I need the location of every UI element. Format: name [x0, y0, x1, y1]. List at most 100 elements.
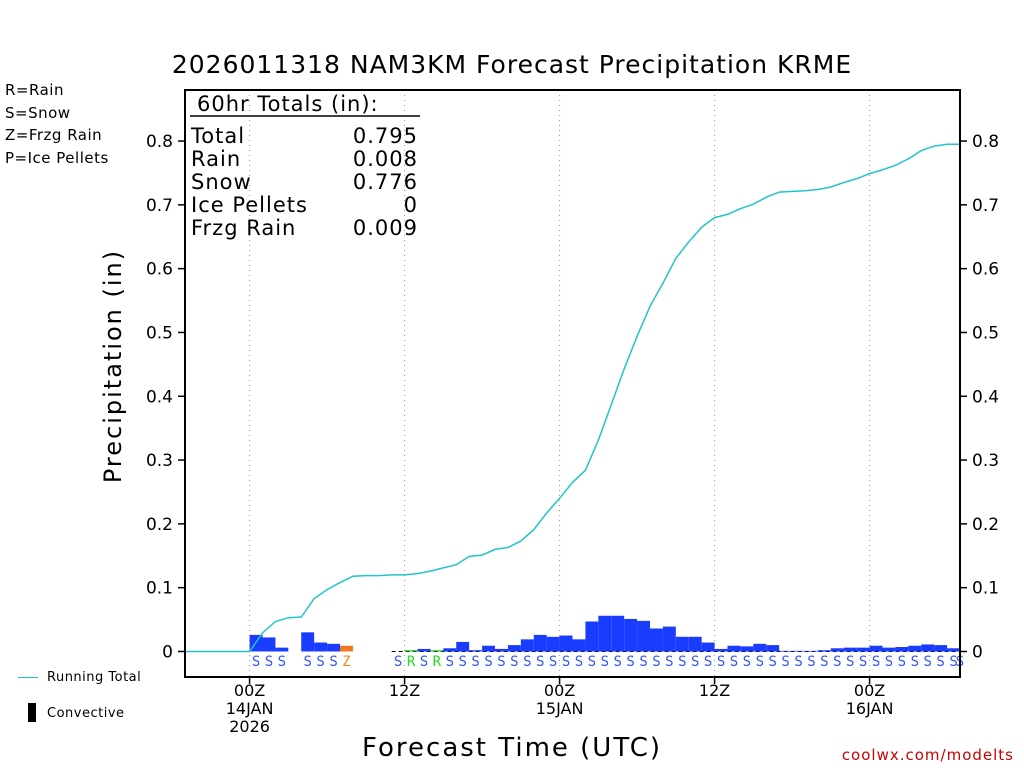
x-tick-label: 00Z 15JAN [536, 681, 584, 718]
totals-row-value: 0.009 [353, 216, 418, 240]
ptype-label: S [691, 654, 699, 670]
ptype-label: S [458, 654, 466, 670]
precip-bar [275, 647, 289, 652]
y-tick-label-left: 0.4 [146, 387, 173, 407]
ptype-label: S [588, 654, 596, 670]
x-axis-label: Forecast Time (UTC) [361, 733, 662, 763]
totals-row-value: 0 [404, 193, 418, 217]
y-tick-label-left: 0.1 [146, 579, 173, 599]
ptype-label: S [575, 654, 583, 670]
precip-bar [520, 639, 534, 652]
precip-bar [301, 632, 315, 652]
legend-freezing-rain: Z=Frzg Rain [5, 126, 103, 144]
ptype-label: R [433, 654, 442, 670]
y-tick-label-right: 0.3 [972, 451, 999, 471]
y-tick-label-right: 0 [972, 642, 983, 662]
totals-row-label: Total [190, 124, 245, 148]
precip-bar [546, 636, 560, 652]
precip-bar [740, 646, 754, 652]
x-tick-label: 12Z [389, 681, 420, 700]
ptype-label: S [601, 654, 609, 670]
precip-bar [843, 647, 857, 652]
totals-row-label: Frzg Rain [191, 216, 296, 240]
ptype-label: S [807, 654, 815, 670]
legend-snow: S=Snow [5, 104, 71, 122]
ptype-label: S [949, 654, 957, 670]
precip-bar [417, 648, 431, 652]
y-tick-label-left: 0.7 [146, 196, 173, 216]
ptype-label: S [471, 654, 479, 670]
legend-running-total-swatch [18, 677, 38, 678]
ptype-label: S [562, 654, 570, 670]
ptype-label: S [536, 654, 544, 670]
legend-ice-pellets: P=Ice Pellets [5, 149, 109, 167]
y-tick-label-left: 0 [162, 642, 173, 662]
precip-bar [637, 620, 650, 652]
y-tick-label-right: 0.7 [972, 196, 999, 216]
ptype-label: S [717, 654, 725, 670]
precip-bar [572, 639, 586, 652]
ptype-label: S [652, 654, 660, 670]
totals-row-value: 0.795 [353, 124, 418, 148]
ptype-label: S [781, 654, 789, 670]
precip-bar [921, 644, 935, 652]
ptype-label: S [497, 654, 505, 670]
legend-convective: Convective [47, 706, 125, 721]
ptype-label: S [278, 654, 286, 670]
precip-bar [598, 615, 612, 652]
precip-bar [882, 647, 896, 652]
ptype-label: S [794, 654, 802, 670]
ptype-label: S [923, 654, 931, 670]
x-tick-label: 00Z 14JAN 2026 [226, 681, 274, 736]
precip-bar [495, 648, 508, 652]
precip-bar [404, 650, 418, 652]
precip-bar [482, 645, 495, 652]
y-tick-label-right: 0.1 [972, 579, 999, 599]
precip-bar [688, 636, 702, 652]
precip-bar [766, 645, 780, 652]
ptype-label: S [510, 654, 518, 670]
precip-bar [650, 628, 663, 652]
credit-text: coolwx.com/modelts [841, 746, 1014, 764]
precip-bar [533, 634, 547, 652]
ptype-label: R [407, 654, 416, 670]
precip-bar [714, 648, 728, 652]
legend-running-total: Running Total [47, 670, 142, 685]
totals-header: 60hr Totals (in): [197, 92, 379, 116]
precip-bar [585, 621, 599, 652]
legend-convective-swatch [28, 703, 36, 722]
ptype-label: S [936, 654, 944, 670]
precip-bar [856, 647, 870, 652]
y-tick-label-left: 0.2 [146, 515, 173, 535]
ptype-label: S [252, 654, 260, 670]
ptype-label: S [265, 654, 273, 670]
legend-rain: R=Rain [5, 81, 64, 99]
precip-bar [753, 643, 767, 652]
precip-bar [727, 645, 741, 652]
ptype-label: S [316, 654, 324, 670]
precip-bar [469, 650, 483, 652]
ptype-label: S [484, 654, 492, 670]
ptype-label: S [639, 654, 647, 670]
ptype-label: S [394, 654, 402, 670]
ptype-label: S [730, 654, 738, 670]
ptype-label: Z [342, 654, 350, 670]
plot-frame [184, 89, 961, 678]
precip-bar [934, 645, 948, 652]
y-tick-label-right: 0.5 [972, 323, 999, 343]
ptype-label: S [898, 654, 906, 670]
ptype-label: S [549, 654, 557, 670]
precip-bar [662, 626, 676, 652]
precip-bar [947, 648, 960, 652]
precip-bar [262, 637, 276, 652]
y-tick-label-left: 0.5 [146, 323, 173, 343]
ptype-label: S [756, 654, 764, 670]
y-tick-label-left: 0.3 [146, 451, 173, 471]
ptype-label: S [665, 654, 673, 670]
precip-bar [611, 615, 625, 652]
ptype-label: S [704, 654, 712, 670]
precip-bar [559, 635, 573, 652]
ptype-label: S [859, 654, 867, 670]
chart-title: 2026011318 NAM3KM Forecast Precipitation… [171, 50, 853, 79]
